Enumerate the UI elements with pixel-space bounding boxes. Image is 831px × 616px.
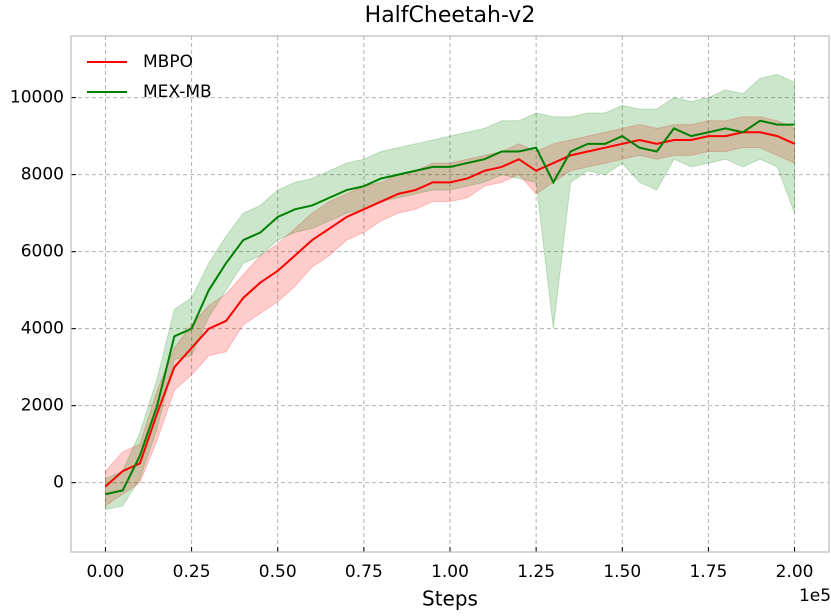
plot-frame bbox=[70, 35, 830, 553]
y-tick-label: 2000 bbox=[21, 396, 64, 416]
chart-title: HalfCheetah-v2 bbox=[365, 3, 536, 28]
x-axis-label: Steps bbox=[422, 587, 478, 611]
y-tick-label: 6000 bbox=[21, 242, 64, 262]
line bbox=[105, 119, 795, 496]
x-tick-label: 0.00 bbox=[87, 562, 125, 582]
x-tick-label: 0.50 bbox=[259, 562, 297, 582]
band bbox=[104, 116, 796, 507]
y-tick-label: 4000 bbox=[21, 319, 64, 339]
x-tick-label: 1.25 bbox=[517, 562, 555, 582]
legend-label: MBPO bbox=[143, 52, 193, 72]
x-tick-label: 0.25 bbox=[173, 562, 211, 582]
legend-label: MEX-MB bbox=[143, 82, 212, 102]
line bbox=[104, 131, 795, 488]
x-tick-label: 1.00 bbox=[431, 562, 469, 582]
x-tick-label: 1.50 bbox=[603, 562, 641, 582]
band bbox=[104, 73, 796, 511]
x-tick-label: 2.00 bbox=[776, 562, 814, 582]
y-tick-label: 0 bbox=[53, 473, 64, 493]
y-tick-label: 8000 bbox=[21, 165, 64, 185]
x-tick-label: 0.75 bbox=[345, 562, 383, 582]
x-offset-label: 1e5 bbox=[799, 586, 831, 606]
y-tick-label: 10000 bbox=[10, 88, 64, 108]
x-tick-label: 1.75 bbox=[689, 562, 727, 582]
